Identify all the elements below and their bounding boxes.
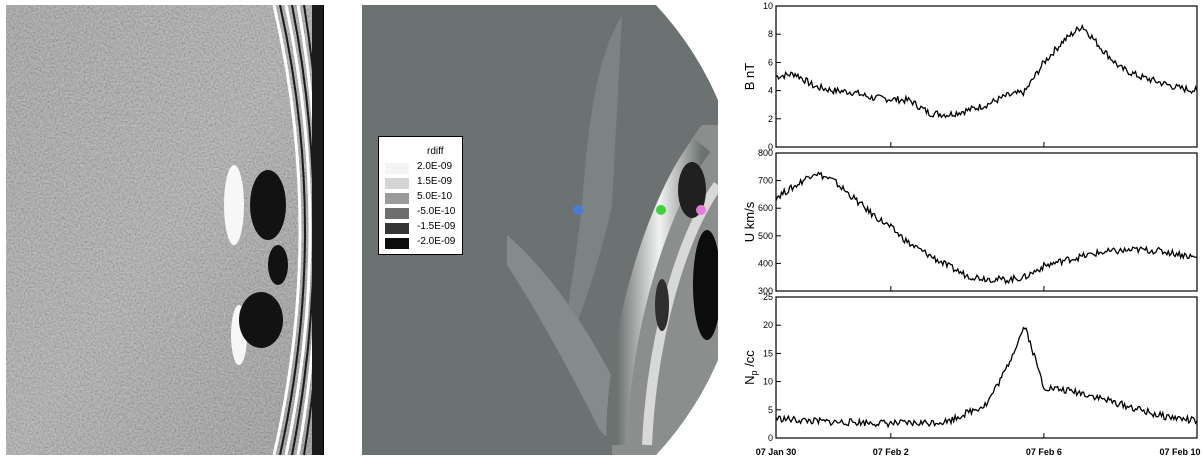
y-axis-label-2: U km/s	[742, 201, 757, 242]
y-tick-label: 600	[758, 203, 773, 213]
legend-swatch-5	[385, 223, 409, 234]
legend-label-3: 5.0E-10	[417, 191, 453, 202]
y-tick-label: 10	[763, 1, 773, 11]
legend-label-4: -5.0E-10	[417, 206, 456, 217]
y-tick-label: 700	[758, 176, 773, 186]
x-tick-label: 07 Feb 2	[873, 447, 909, 457]
y-tick-label: 2	[768, 114, 773, 124]
series-line-2	[775, 171, 1198, 285]
y-tick-label: 0	[768, 433, 773, 443]
x-tick-label: 07 Feb 10	[1159, 447, 1200, 457]
legend-swatch-4	[385, 208, 409, 219]
y-tick-label: 8	[768, 29, 773, 39]
marker-layer	[573, 205, 706, 215]
legend-swatch-1	[385, 163, 409, 174]
legend-label-1: 2.0E-09	[417, 161, 453, 172]
y-tick-label: 15	[763, 348, 773, 358]
legend-title: rdiff	[427, 146, 444, 157]
legend-swatch-6	[385, 238, 409, 249]
x-tick-label: 07 Feb 6	[1026, 447, 1062, 457]
y-tick-label: 0	[768, 142, 773, 152]
green-marker	[656, 205, 666, 215]
y-tick-label: 5	[768, 405, 773, 415]
y-tick-label: 10	[763, 377, 773, 387]
y-axis-label-1: B nT	[742, 63, 757, 91]
plot-frame-3	[775, 296, 1198, 439]
x-tick-label: 07 Jan 30	[756, 447, 797, 457]
legend-swatch-2	[385, 178, 409, 189]
y-tick-label: 25	[763, 292, 773, 302]
y-tick-label: 500	[758, 231, 773, 241]
y-axis-label-3: Np /cc	[742, 350, 759, 385]
colorbar-legend: rdiff 2.0E-09 1.5E-09 5.0E-10 -5.0E-10 -…	[378, 136, 463, 255]
timeseries-svg: 0 2 4 6 8 10 B nT 300 400 500 600 700 800 U km/s 0 5 10 1…	[742, 1, 1201, 457]
simulation-image: rdiff 2.0E-09 1.5E-09 5.0E-10 -5.0E-10 -…	[362, 5, 723, 455]
legend-label-2: 1.5E-09	[417, 176, 453, 187]
blue-marker	[573, 205, 583, 215]
legend-label-6: -2.0E-09	[417, 236, 456, 247]
plot-frame-2	[775, 152, 1198, 292]
y-tick-label: 400	[758, 258, 773, 268]
series-line-1	[775, 24, 1198, 119]
y-tick-label: 300	[758, 286, 773, 296]
y-tick-label: 800	[758, 148, 773, 158]
simulation-image-svg	[362, 5, 723, 455]
plot-frame-1	[775, 5, 1198, 148]
pink-marker	[696, 205, 706, 215]
legend-swatch-3	[385, 193, 409, 204]
y-tick-label: 6	[768, 57, 773, 67]
y-tick-label: 20	[763, 320, 773, 330]
y-tick-label: 4	[768, 86, 773, 96]
observation-image-svg	[6, 4, 325, 456]
series-line-3	[775, 326, 1198, 429]
legend-label-5: -1.5E-09	[417, 221, 456, 232]
observation-image	[6, 4, 325, 456]
timeseries-plots: 0 2 4 6 8 10 B nT 300 400 500 600 700 800 U km/s 0 5 10 1…	[740, 0, 1203, 462]
